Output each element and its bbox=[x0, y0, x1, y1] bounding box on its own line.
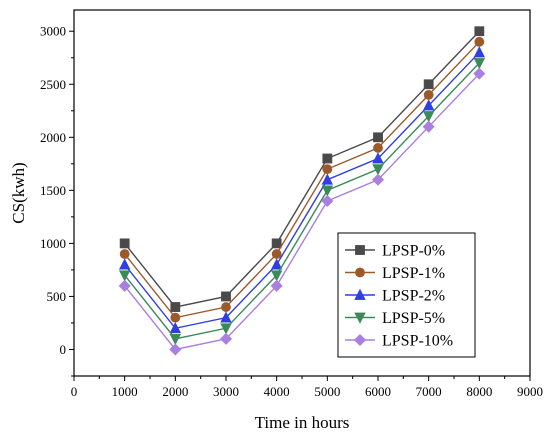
legend-entry-3: LPSP-5% bbox=[345, 310, 445, 327]
data-point bbox=[118, 279, 131, 292]
data-point bbox=[373, 132, 383, 143]
legend-label: LPSP-10% bbox=[382, 333, 453, 350]
series-2 bbox=[118, 46, 486, 334]
data-point bbox=[169, 322, 182, 334]
series-line bbox=[124, 62, 480, 340]
legend-label: LPSP-1% bbox=[382, 265, 445, 282]
data-point bbox=[473, 67, 486, 80]
x-tick-label: 8000 bbox=[466, 384, 492, 399]
legend-marker bbox=[354, 312, 366, 324]
y-tick-label: 1500 bbox=[40, 183, 66, 198]
data-point bbox=[219, 332, 233, 345]
series-3 bbox=[118, 58, 486, 346]
x-tick-label: 3000 bbox=[213, 384, 239, 399]
series-group bbox=[118, 26, 486, 356]
data-point bbox=[422, 99, 435, 111]
series-0 bbox=[119, 26, 485, 312]
data-point bbox=[422, 111, 435, 123]
data-point bbox=[423, 89, 434, 100]
series-1 bbox=[119, 36, 485, 323]
x-tick-label: 4000 bbox=[264, 384, 290, 399]
data-point bbox=[474, 26, 485, 37]
series-4 bbox=[118, 67, 486, 356]
legend-entry-2: LPSP-2% bbox=[345, 288, 445, 305]
data-point bbox=[170, 312, 181, 323]
legend-label: LPSP-5% bbox=[382, 310, 445, 327]
data-point bbox=[321, 194, 334, 207]
data-point bbox=[118, 258, 131, 270]
legend-marker bbox=[354, 288, 366, 300]
data-point bbox=[423, 79, 434, 90]
data-point bbox=[169, 333, 182, 346]
legend-entry-1: LPSP-1% bbox=[345, 265, 445, 282]
y-tick-label: 2500 bbox=[40, 77, 66, 92]
data-point bbox=[270, 279, 283, 292]
data-point bbox=[220, 323, 232, 335]
data-point bbox=[321, 173, 334, 185]
data-point bbox=[169, 343, 182, 356]
data-point bbox=[322, 153, 333, 164]
data-point bbox=[473, 58, 486, 70]
legend-label: LPSP-2% bbox=[382, 288, 445, 305]
x-tick-label: 1000 bbox=[112, 384, 138, 399]
x-tick-label: 6000 bbox=[365, 384, 391, 399]
y-tick-label: 500 bbox=[47, 289, 67, 304]
x-tick-label: 5000 bbox=[314, 384, 340, 399]
legend: LPSP-0% LPSP-1% LPSP-2% LPSP-5% LPSP-10% bbox=[337, 232, 476, 358]
data-point bbox=[371, 173, 385, 186]
data-point bbox=[372, 164, 384, 176]
data-point bbox=[271, 238, 282, 249]
data-point bbox=[271, 249, 282, 259]
data-point bbox=[372, 152, 384, 164]
data-point bbox=[473, 46, 486, 58]
series-line bbox=[124, 30, 480, 308]
data-point bbox=[119, 238, 130, 249]
series-line bbox=[124, 73, 480, 351]
data-point bbox=[270, 270, 283, 282]
y-axis-title: CS(kwh) bbox=[9, 162, 28, 223]
legend-marker bbox=[353, 333, 367, 347]
legend-label: LPSP-0% bbox=[382, 243, 445, 260]
x-tick-label: 9000 bbox=[517, 384, 543, 399]
y-tick-label: 2000 bbox=[40, 130, 66, 145]
data-point bbox=[373, 143, 383, 153]
x-tick-label: 2000 bbox=[162, 384, 188, 399]
data-point bbox=[322, 164, 333, 175]
y-tick-label: 3000 bbox=[40, 24, 66, 39]
data-point bbox=[474, 36, 485, 47]
data-point bbox=[119, 249, 130, 259]
legend-entry-0: LPSP-0% bbox=[345, 243, 445, 260]
axes: 0 1000 2000 3000 4000 5000 6000 7000 8000 9000 0 50… bbox=[40, 9, 543, 399]
x-tick-label: 0 bbox=[71, 384, 78, 399]
data-point bbox=[422, 120, 435, 133]
y-tick-label: 0 bbox=[60, 342, 67, 357]
series-line bbox=[124, 41, 480, 319]
x-tick-label: 7000 bbox=[416, 384, 442, 399]
data-point bbox=[270, 258, 283, 270]
data-point bbox=[170, 302, 181, 312]
legend-marker bbox=[355, 245, 365, 255]
y-tick-label: 1000 bbox=[40, 236, 66, 251]
data-point bbox=[221, 302, 231, 312]
x-axis-title: Time in hours bbox=[255, 413, 350, 432]
data-point bbox=[321, 185, 334, 197]
legend-marker bbox=[355, 267, 365, 278]
legend-entry-4: LPSP-10% bbox=[345, 333, 453, 350]
data-point bbox=[118, 270, 131, 282]
series-line bbox=[124, 51, 480, 330]
data-point bbox=[220, 311, 232, 323]
data-point bbox=[221, 291, 231, 302]
